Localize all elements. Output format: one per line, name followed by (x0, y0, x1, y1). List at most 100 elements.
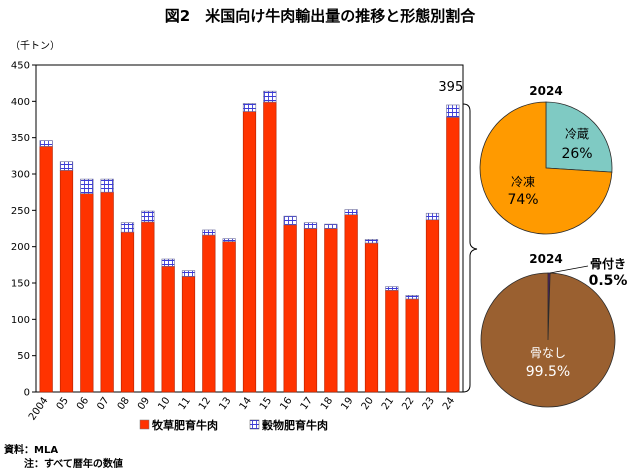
bar-grain-fed (161, 258, 175, 267)
total-value-label: 395 (438, 80, 463, 95)
y-tick-label: 350 (11, 133, 30, 144)
bar-grain-fed (100, 178, 114, 193)
slice-label: 骨なし (530, 346, 566, 360)
x-tick-label: 06 (75, 395, 91, 412)
bar-grain-fed (202, 229, 216, 236)
y-tick-label: 450 (11, 61, 30, 72)
bar-grass-fed (202, 234, 216, 393)
slice-value-label: 26% (561, 146, 592, 162)
annotations: 395 (438, 80, 463, 95)
bar-grass-fed (39, 146, 53, 393)
bar-grass-fed (242, 111, 257, 393)
legend-swatch-grass (139, 419, 150, 430)
bar-grass-fed (181, 276, 196, 393)
pie-chart-bone: 2024 骨付き 0.5% 骨なし 99.5% (480, 252, 628, 408)
slice-value-label: 99.5% (526, 364, 570, 380)
x-tick-label: 24 (441, 395, 457, 412)
pie1-title: 2024 (529, 84, 562, 98)
pie-slice (545, 101, 613, 173)
bar-grass-fed (364, 242, 379, 393)
bar-grass-fed (120, 231, 135, 393)
bar-grass-fed (324, 228, 338, 393)
x-tick-label: 07 (95, 395, 111, 412)
x-tick-label: 12 (197, 395, 213, 412)
bar-grass-fed (222, 241, 236, 393)
bar-grain-fed (405, 295, 419, 300)
x-tick-label: 08 (116, 395, 132, 412)
bar-grain-fed (242, 103, 257, 112)
bar-grain-fed (324, 223, 338, 229)
y-tick-label: 100 (11, 315, 30, 326)
x-tick-label: 17 (299, 395, 315, 412)
y-tick-label: 250 (11, 206, 30, 217)
bar-grain-fed (120, 222, 135, 233)
bar-grass-fed (405, 298, 419, 393)
bar-grass-fed (141, 221, 155, 393)
x-tick-label: 16 (278, 395, 294, 412)
y-tick-label: 0 (24, 388, 30, 399)
bar-grass-fed (80, 193, 94, 393)
bar-grain-fed (425, 212, 440, 221)
pie-slice (480, 272, 616, 408)
bar-grass-fed (303, 228, 318, 393)
slice-label: 冷凍 (511, 175, 535, 189)
bar-grass-fed (161, 265, 175, 393)
x-axis: 2004 05 06 07 08 09 10 11 12 13 14 15 16 17 18 19 20 21 22… (27, 395, 457, 422)
bar-grain-fed (141, 210, 155, 223)
x-tick-label: 15 (258, 395, 274, 412)
bar-grain-fed (59, 161, 74, 171)
slice-label: 冷蔵 (565, 127, 589, 141)
legend: 牧草肥育牛肉 穀物肥育牛肉 (139, 418, 328, 432)
leader-line (549, 265, 589, 274)
bar-grain-fed (283, 215, 297, 226)
source-note: 資料：MLA (4, 443, 58, 456)
bar-grain-fed (446, 104, 460, 118)
slice-value-label: 74% (507, 192, 538, 208)
slice-value-label: 0.5% (589, 273, 628, 289)
bar-grain-fed (80, 178, 94, 194)
legend-label-grain: 穀物肥育牛肉 (262, 418, 328, 432)
y-tick-label: 300 (11, 170, 30, 181)
bar-grain-fed (344, 209, 358, 215)
pie-chart-storage: 2024 冷蔵 26% 冷凍 74% (479, 84, 613, 235)
x-tick-label: 19 (339, 395, 355, 412)
x-tick-label: 09 (136, 395, 152, 412)
x-tick-label: 20 (360, 395, 376, 412)
bracket-connector (462, 103, 478, 393)
figure-title: 図2 米国向け牛肉輸出量の推移と形態別割合 (165, 7, 476, 25)
y-axis: 0 50 100 150 200 250 300 350 400 450 (11, 61, 36, 399)
x-tick-label: 14 (238, 395, 254, 412)
bar-grass-fed (59, 170, 74, 393)
legend-label-grass: 牧草肥育牛肉 (152, 418, 218, 432)
footnote: 注：すべて暦年の数値 (4, 457, 123, 470)
bar-grain-fed (39, 140, 53, 147)
bar-grass-fed (425, 219, 440, 393)
x-tick-label: 18 (319, 395, 335, 412)
bar-grass-fed (344, 214, 358, 393)
bar-grain-fed (385, 286, 399, 291)
bar-grass-fed (385, 289, 399, 393)
bar-grain-fed (263, 90, 277, 103)
x-tick-label: 22 (400, 395, 416, 412)
x-tick-label: 23 (421, 395, 437, 412)
bar-series (39, 90, 460, 393)
legend-swatch-grain (249, 419, 260, 430)
x-tick-label: 2004 (27, 395, 51, 422)
x-tick-label: 11 (177, 395, 193, 412)
y-tick-label: 400 (11, 97, 30, 108)
bar-grain-fed (364, 239, 379, 244)
x-tick-label: 13 (217, 395, 233, 412)
bar-grass-fed (446, 117, 460, 393)
x-tick-label: 21 (380, 395, 396, 412)
x-tick-label: 10 (156, 395, 172, 412)
bar-grain-fed (303, 222, 318, 229)
x-tick-label: 05 (55, 395, 71, 412)
y-axis-unit-label: （千トン） (10, 40, 60, 52)
pie-slice (479, 101, 613, 235)
bar-grass-fed (283, 224, 297, 393)
slice-label: 骨付き (590, 256, 626, 271)
y-tick-label: 150 (11, 279, 30, 290)
bar-grain-fed (222, 238, 236, 242)
